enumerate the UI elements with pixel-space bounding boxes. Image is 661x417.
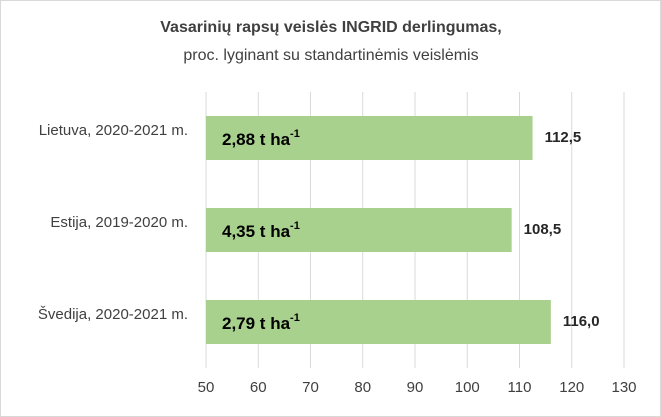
y-tick-label: Švedija, 2020-2021 m. [38, 306, 188, 323]
annotation-text: 4,35 t ha [222, 222, 291, 241]
y-tick-label: Lietuva, 2020-2021 m. [39, 122, 188, 139]
bar-annotation: 2,79 t ha-1 [222, 312, 300, 334]
bar [206, 116, 533, 160]
x-tick-label: 50 [198, 379, 215, 396]
annotation-superscript: -1 [290, 312, 300, 324]
bar [206, 300, 551, 344]
x-tick-label: 80 [354, 379, 371, 396]
x-tick-label: 120 [559, 379, 584, 396]
value-label: 116,0 [563, 313, 600, 330]
annotation-text: 2,88 t ha [222, 130, 291, 149]
x-tick-label: 100 [455, 379, 480, 396]
x-tick-label: 90 [407, 379, 424, 396]
value-label: 112,5 [545, 129, 582, 146]
annotation-superscript: -1 [290, 128, 300, 140]
annotation-superscript: -1 [290, 220, 300, 232]
value-label: 108,5 [524, 221, 562, 238]
x-tick-label: 70 [302, 379, 319, 396]
chart-subtitle: proc. lyginant su standartinėmis veislėm… [183, 47, 478, 64]
bar-annotation: 4,35 t ha-1 [222, 220, 300, 242]
chart-title: Vasarinių rapsų veislės INGRID derlingum… [160, 19, 501, 36]
annotation-text: 2,79 t ha [222, 314, 291, 333]
x-tick-label: 130 [611, 379, 636, 396]
bar-annotation: 2,88 t ha-1 [222, 128, 300, 150]
x-tick-label: 60 [250, 379, 267, 396]
bar [206, 208, 512, 252]
y-tick-label: Estija, 2019-2020 m. [50, 214, 188, 231]
x-tick-label: 110 [508, 379, 532, 396]
